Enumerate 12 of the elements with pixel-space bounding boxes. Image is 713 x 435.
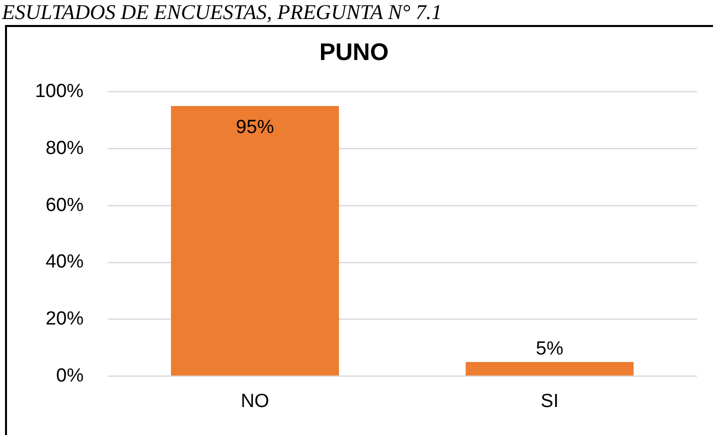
x-tick-label: SI xyxy=(540,390,559,412)
y-tick-label: 40% xyxy=(46,252,84,273)
data-label: 95% xyxy=(236,116,274,138)
data-label: 5% xyxy=(536,338,564,360)
y-tick-label: 100% xyxy=(34,81,84,102)
y-tick-label: 60% xyxy=(46,194,84,216)
y-tick-label: 0% xyxy=(56,365,84,386)
y-tick-label: 80% xyxy=(46,138,84,159)
text: ESULTADOS DE ENCUESTAS, PREGUNTA N° 7.1 xyxy=(2,0,442,24)
y-tick-label: 20% xyxy=(46,308,84,330)
x-tick-label: NO xyxy=(240,390,270,412)
chart-title: PUNO xyxy=(319,39,389,66)
